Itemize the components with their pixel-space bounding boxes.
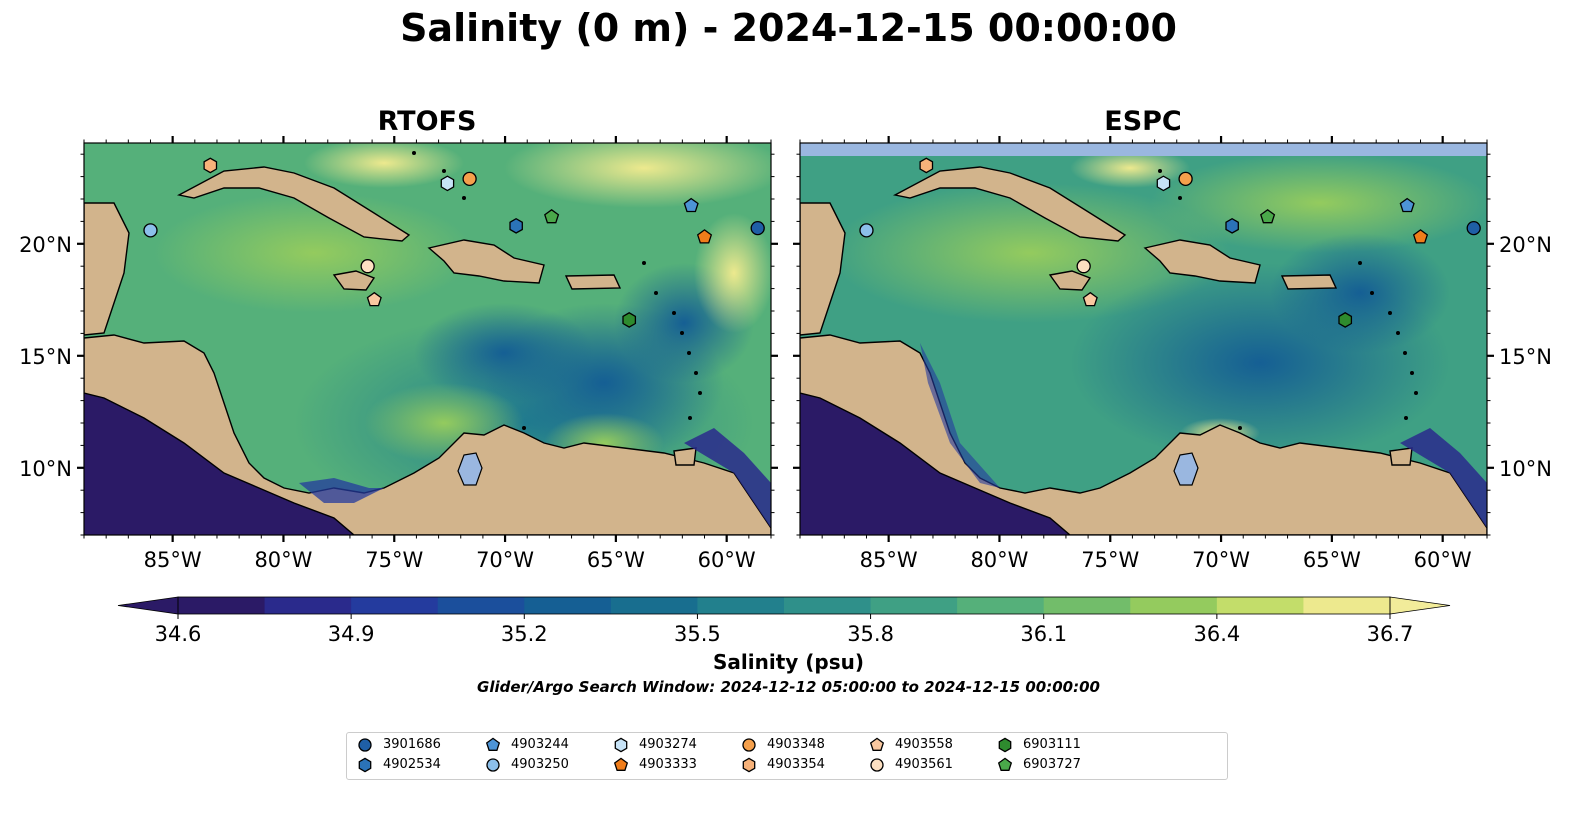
- circle-marker-icon: [358, 738, 372, 752]
- panel-title-espc: ESPC: [1104, 106, 1182, 137]
- colorbar-tick-label: 35.8: [847, 622, 894, 646]
- colorbar-extend-min: [117, 596, 179, 615]
- colorbar-tick-label: 35.2: [501, 622, 548, 646]
- colorbar-segment: [1043, 597, 1131, 614]
- legend-label: 4903250: [511, 757, 569, 772]
- hexagon-marker-icon: [998, 737, 1012, 753]
- colorbar-segment: [351, 597, 439, 614]
- search-window-caption: Glider/Argo Search Window: 2024-12-12 05…: [477, 678, 1100, 696]
- legend-marker-4902534: [358, 757, 372, 773]
- colorbar-segment: [957, 597, 1045, 614]
- legend-marker-4903274: [614, 737, 628, 753]
- legend-label: 4903274: [639, 737, 697, 752]
- legend-marker-4903561: [870, 758, 884, 772]
- legend-label: 4903561: [895, 757, 953, 772]
- circle-marker-icon: [742, 738, 756, 752]
- colorbar-tick-label: 36.7: [1367, 622, 1414, 646]
- figure-title: Salinity (0 m) - 2024-12-15 00:00:00: [400, 6, 1177, 50]
- hexagon-marker-icon: [614, 737, 628, 753]
- pentagon-marker-icon: [869, 737, 885, 751]
- colorbar-segment: [1303, 597, 1391, 614]
- legend-marker-3901686: [358, 738, 372, 752]
- colorbar-label: Salinity (psu): [712, 650, 864, 674]
- colorbar-tick-label: 34.6: [155, 622, 202, 646]
- legend-label: 4902534: [383, 757, 441, 772]
- colorbar-segment: [524, 597, 612, 614]
- legend-marker-4903333: [613, 757, 629, 771]
- colorbar-tick-label: 36.4: [1193, 622, 1240, 646]
- colorbar-segment: [870, 597, 958, 614]
- legend-marker-4903244: [485, 737, 501, 751]
- colorbar-segment: [784, 597, 872, 614]
- legend-marker-4903250: [486, 758, 500, 772]
- pentagon-marker-icon: [485, 737, 501, 751]
- legend-marker-4903558: [869, 737, 885, 751]
- colorbar-segment: [1216, 597, 1304, 614]
- colorbar-segment: [264, 597, 352, 614]
- legend-label: 6903727: [1023, 757, 1081, 772]
- hexagon-marker-icon: [742, 757, 756, 773]
- colorbar-segment: [697, 597, 785, 614]
- colorbar-segment: [610, 597, 698, 614]
- legend-label: 4903558: [895, 737, 953, 752]
- legend-marker-4903348: [742, 738, 756, 752]
- legend-label: 6903111: [1023, 737, 1081, 752]
- hexagon-marker-icon: [358, 757, 372, 773]
- colorbar-tick-label: 35.5: [674, 622, 721, 646]
- legend-marker-4903354: [742, 757, 756, 773]
- legend-label: 4903348: [767, 737, 825, 752]
- legend-label: 4903354: [767, 757, 825, 772]
- pentagon-marker-icon: [997, 757, 1013, 771]
- legend-marker-6903727: [997, 757, 1013, 771]
- pentagon-marker-icon: [613, 757, 629, 771]
- platform-legend: 3901686 4902534 4903244 4903250 4903274 49033…: [346, 732, 1228, 780]
- colorbar-segment: [178, 597, 266, 614]
- colorbar-segment: [1130, 597, 1218, 614]
- colorbar-tick-label: 34.9: [328, 622, 375, 646]
- colorbar-tick-label: 36.1: [1020, 622, 1067, 646]
- circle-marker-icon: [486, 758, 500, 772]
- legend-label: 3901686: [383, 737, 441, 752]
- panel-title-rtofs: RTOFS: [377, 106, 477, 137]
- colorbar-extend-max: [1389, 596, 1451, 615]
- circle-marker-icon: [870, 758, 884, 772]
- legend-label: 4903244: [511, 737, 569, 752]
- colorbar-segment: [437, 597, 525, 614]
- legend-marker-6903111: [998, 737, 1012, 753]
- legend-label: 4903333: [639, 757, 697, 772]
